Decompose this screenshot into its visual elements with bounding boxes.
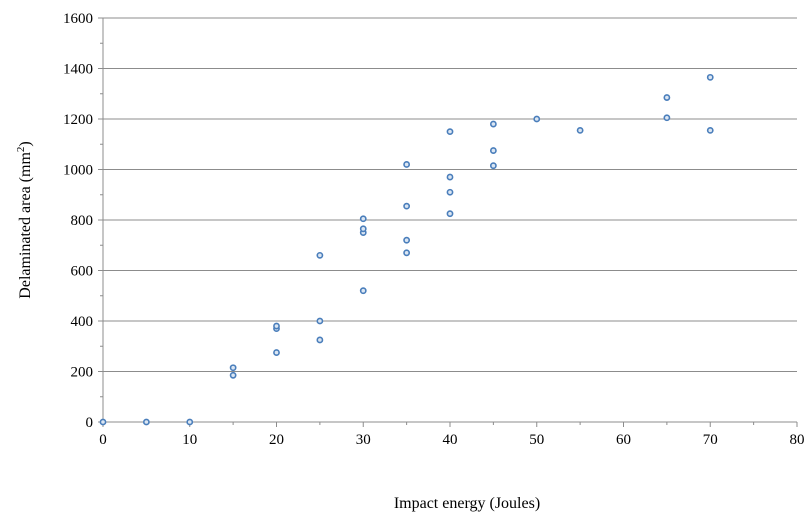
y-tick-label: 200 bbox=[71, 365, 94, 381]
y-tick-label: 1600 bbox=[63, 11, 93, 27]
data-point bbox=[403, 249, 411, 257]
data-point bbox=[576, 126, 584, 134]
x-tick-label: 40 bbox=[443, 432, 458, 448]
y-axis-title-sup: 2 bbox=[15, 147, 27, 153]
data-point bbox=[489, 147, 497, 154]
data-point bbox=[273, 322, 280, 330]
data-point bbox=[142, 418, 150, 426]
data-point bbox=[229, 371, 237, 379]
data-point bbox=[489, 120, 497, 128]
data-point bbox=[359, 287, 367, 295]
x-axis-title: Impact energy (Joules) bbox=[394, 495, 540, 512]
x-tick-label: 50 bbox=[529, 432, 544, 448]
data-point bbox=[186, 418, 194, 426]
data-point bbox=[446, 188, 454, 196]
data-point bbox=[706, 126, 714, 134]
data-point bbox=[316, 336, 324, 344]
x-tick-label: 70 bbox=[703, 432, 718, 448]
data-point bbox=[533, 115, 541, 123]
x-tick-label: 10 bbox=[182, 432, 197, 448]
data-point bbox=[273, 349, 280, 356]
y-tick-label: 0 bbox=[86, 415, 94, 431]
y-axis-title-close: ) bbox=[17, 141, 34, 146]
data-point bbox=[316, 251, 324, 259]
data-points bbox=[99, 73, 714, 426]
gridlines bbox=[103, 17, 797, 372]
data-point bbox=[403, 202, 411, 210]
data-point bbox=[489, 162, 497, 170]
data-point bbox=[446, 128, 454, 136]
x-tick-label: 80 bbox=[790, 432, 805, 448]
y-axis-title: Delaminated area (mm2) bbox=[15, 141, 34, 298]
y-tick-label: 1000 bbox=[63, 163, 93, 179]
data-point bbox=[706, 73, 714, 81]
y-tick-label: 600 bbox=[71, 264, 94, 280]
data-point bbox=[229, 364, 237, 372]
y-tick-label: 1200 bbox=[63, 112, 93, 128]
y-tick-label: 800 bbox=[71, 213, 94, 229]
y-tick-label: 1400 bbox=[63, 62, 93, 78]
y-axis-title-main: Delaminated area (mm bbox=[17, 152, 34, 299]
data-point bbox=[359, 215, 367, 223]
data-point bbox=[403, 236, 411, 244]
x-tick-label: 60 bbox=[616, 432, 631, 448]
y-tick-label: 400 bbox=[71, 314, 94, 330]
axes bbox=[98, 17, 798, 427]
data-point bbox=[316, 317, 324, 325]
x-tick-labels: 0 10 20 30 40 50 60 70 80 bbox=[99, 432, 804, 448]
data-point bbox=[446, 173, 454, 181]
data-point bbox=[359, 225, 367, 233]
y-tick-labels: 0 200 400 600 800 1000 1200 1400 1600 bbox=[63, 11, 93, 431]
data-point bbox=[403, 161, 411, 168]
x-tick-label: 20 bbox=[269, 432, 284, 448]
data-point bbox=[446, 210, 454, 218]
data-point bbox=[663, 94, 671, 101]
data-point bbox=[663, 114, 671, 122]
data-point bbox=[99, 418, 107, 426]
x-tick-label: 30 bbox=[356, 432, 371, 448]
x-tick-label: 0 bbox=[99, 432, 107, 448]
